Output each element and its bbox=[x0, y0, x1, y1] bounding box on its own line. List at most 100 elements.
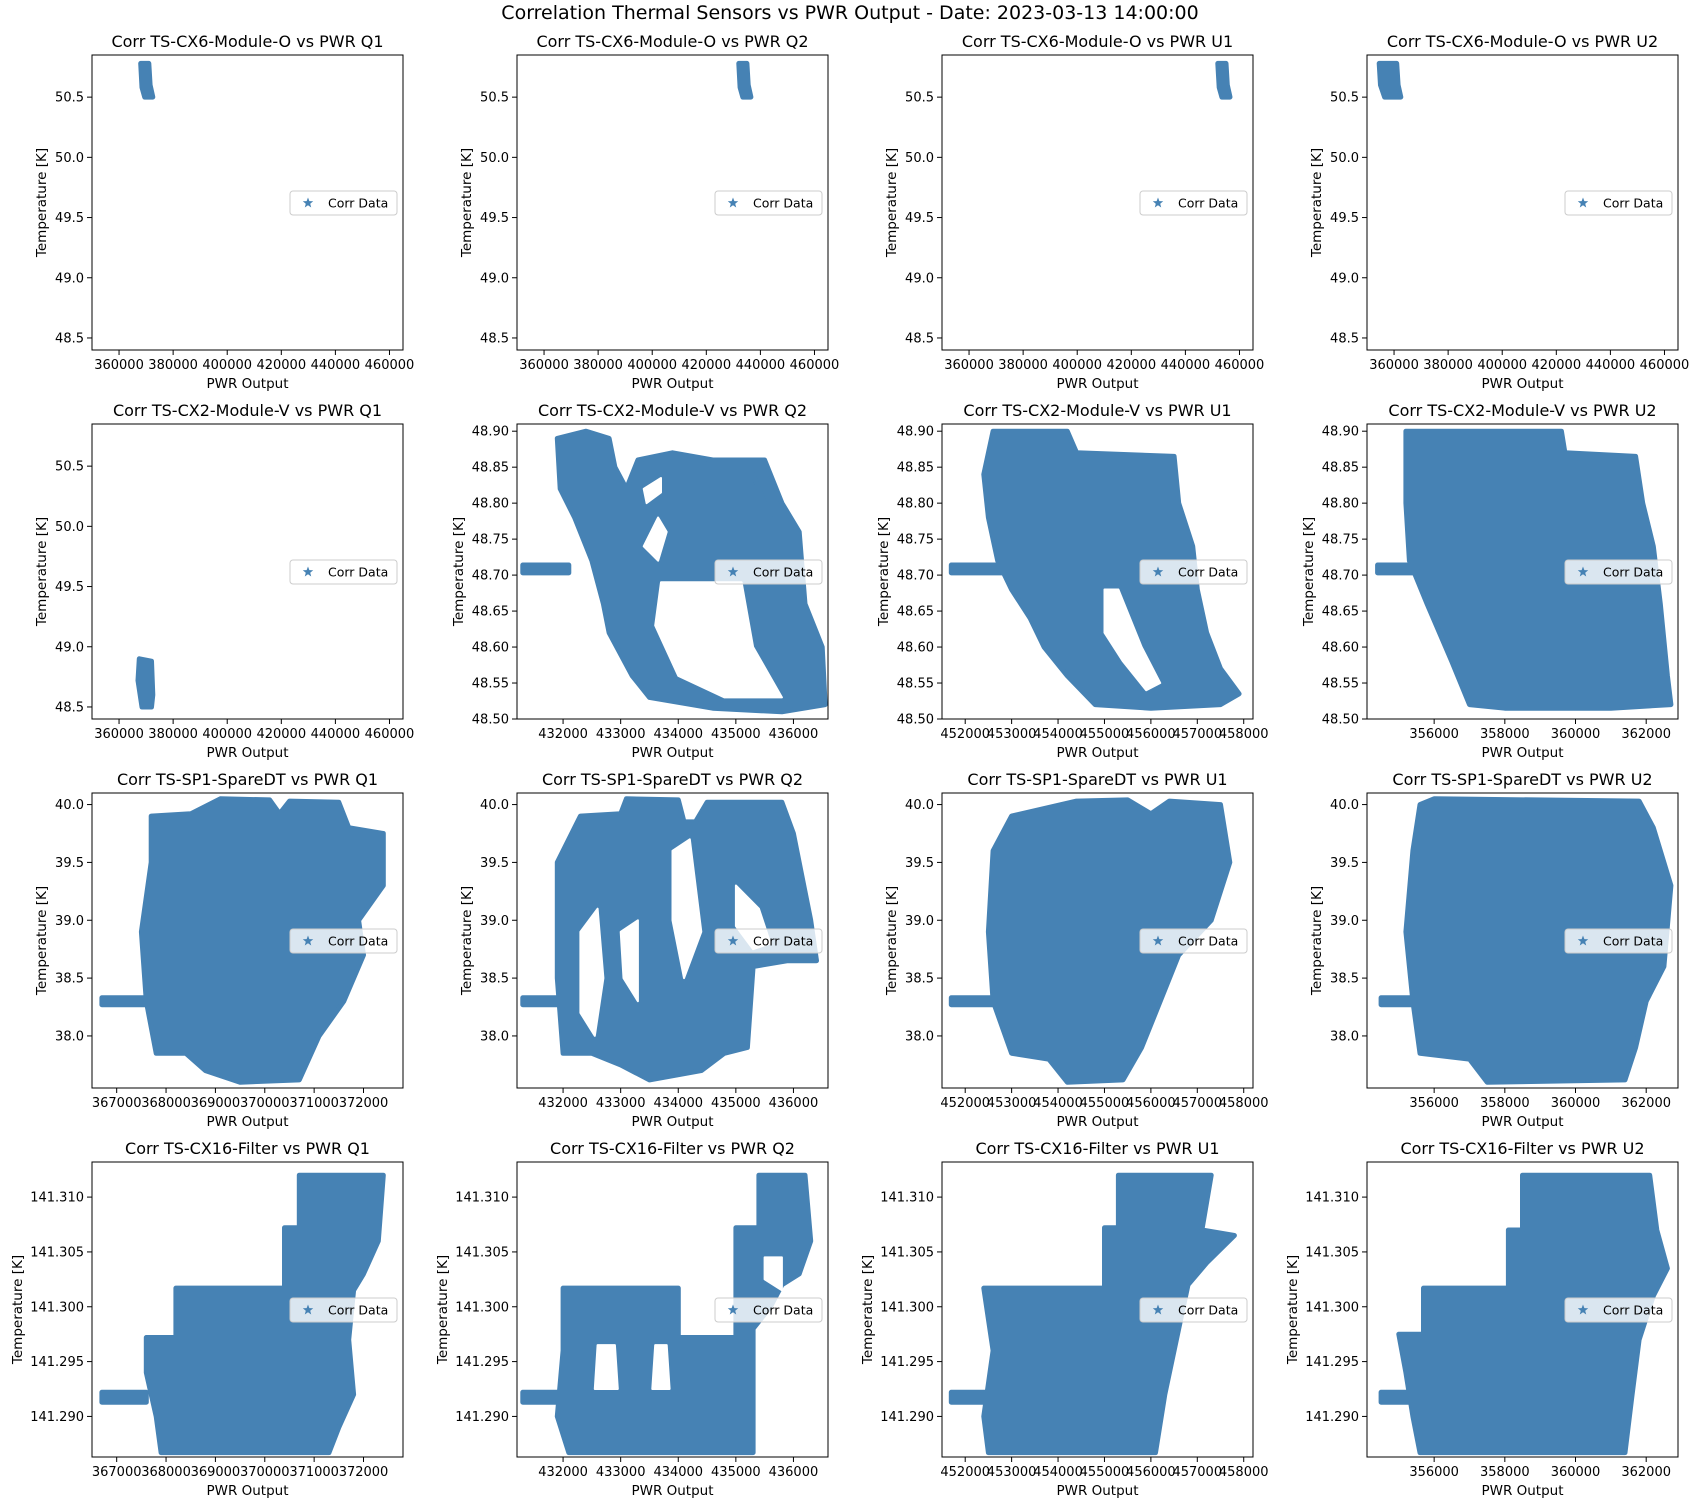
scatter-gap-3 bbox=[671, 838, 703, 980]
x-tick-label: 372000 bbox=[339, 1096, 389, 1111]
y-tick-label: 141.300 bbox=[30, 1300, 84, 1315]
y-axis-label: Temperature [K] bbox=[34, 886, 50, 996]
subplot-title: Corr TS-SP1-SpareDT vs PWR Q1 bbox=[117, 770, 378, 789]
subplot-2: 360000 380000 400000 420000 440000 460000 48.5… bbox=[459, 32, 839, 392]
scatter-series bbox=[1376, 60, 1404, 100]
y-tick-label: 50.5 bbox=[1330, 91, 1359, 106]
scatter-point-cloud-1 bbox=[99, 995, 149, 1008]
y-tick-label: 49.0 bbox=[55, 271, 84, 286]
axes-frame bbox=[516, 423, 829, 720]
y-tick-label: 38.0 bbox=[905, 1029, 934, 1044]
y-tick-label: 48.80 bbox=[897, 497, 934, 512]
y-axis-label: Temperature [K] bbox=[884, 148, 900, 258]
x-tick-label: 460000 bbox=[790, 358, 840, 373]
legend-label: Corr Data bbox=[1178, 1303, 1238, 1318]
x-tick-label: 436000 bbox=[769, 1465, 819, 1480]
x-tick-label: 356000 bbox=[1409, 1465, 1459, 1480]
scatter-gap-2 bbox=[651, 1344, 671, 1390]
x-axis-label: PWR Output bbox=[631, 745, 713, 761]
y-tick-label: 38.0 bbox=[480, 1029, 509, 1044]
y-tick-label: 141.295 bbox=[1305, 1355, 1359, 1370]
x-axis-label: PWR Output bbox=[1056, 376, 1138, 392]
subplot-title: Corr TS-CX2-Module-V vs PWR U1 bbox=[963, 401, 1231, 420]
legend: Corr Data bbox=[1139, 1297, 1248, 1323]
x-tick-label: 371000 bbox=[289, 1096, 339, 1111]
x-tick-label: 435000 bbox=[711, 1465, 761, 1480]
scatter-series bbox=[1215, 60, 1233, 100]
x-tick-label: 400000 bbox=[202, 358, 252, 373]
x-tick-label: 380000 bbox=[148, 358, 198, 373]
y-tick-label: 39.0 bbox=[480, 914, 509, 929]
legend-label: Corr Data bbox=[1603, 196, 1663, 211]
scatter-point-cloud-1 bbox=[736, 60, 754, 100]
y-tick-label: 48.90 bbox=[897, 425, 934, 440]
x-tick-label: 454000 bbox=[1033, 1465, 1083, 1480]
x-tick-label: 457000 bbox=[1172, 1096, 1222, 1111]
x-tick-label: 455000 bbox=[1080, 1465, 1130, 1480]
x-tick-label: 454000 bbox=[1033, 727, 1083, 742]
axes-frame bbox=[516, 792, 829, 1089]
scatter-series bbox=[948, 428, 1242, 711]
scatter-series bbox=[736, 60, 754, 100]
scatter-series bbox=[520, 796, 819, 1083]
scatter-series bbox=[520, 1172, 814, 1456]
scatter-point-cloud-2 bbox=[981, 1172, 1237, 1456]
scatter-series bbox=[99, 796, 386, 1085]
legend-box bbox=[1139, 928, 1248, 954]
scatter-point-cloud-2 bbox=[138, 796, 386, 1085]
y-tick-label: 48.55 bbox=[472, 677, 509, 692]
scatter-point-cloud-1 bbox=[948, 562, 1005, 576]
x-tick-label: 440000 bbox=[311, 358, 361, 373]
y-tick-label: 141.305 bbox=[30, 1245, 84, 1260]
x-tick-label: 440000 bbox=[1586, 358, 1636, 373]
y-tick-label: 39.5 bbox=[905, 856, 934, 871]
x-tick-label: 400000 bbox=[1477, 358, 1527, 373]
x-tick-label: 456000 bbox=[1126, 1096, 1176, 1111]
legend-star-marker bbox=[727, 1304, 739, 1315]
legend-label: Corr Data bbox=[753, 1303, 813, 1318]
y-tick-label: 141.300 bbox=[455, 1300, 509, 1315]
y-tick-label: 49.0 bbox=[55, 640, 84, 655]
y-tick-label: 50.5 bbox=[480, 91, 509, 106]
y-tick-label: 141.300 bbox=[880, 1300, 934, 1315]
y-tick-label: 38.5 bbox=[1330, 972, 1359, 987]
x-tick-label: 380000 bbox=[1423, 358, 1473, 373]
axes-frame bbox=[941, 423, 1254, 720]
subplot-title: Corr TS-CX16-Filter vs PWR U2 bbox=[1400, 1139, 1644, 1158]
y-tick-label: 38.0 bbox=[1330, 1029, 1359, 1044]
legend-label: Corr Data bbox=[753, 565, 813, 580]
legend: Corr Data bbox=[1564, 559, 1673, 585]
y-tick-label: 49.5 bbox=[480, 211, 509, 226]
y-tick-label: 40.0 bbox=[905, 798, 934, 813]
axes-frame bbox=[941, 1161, 1254, 1458]
y-axis-label: Temperature [K] bbox=[34, 517, 50, 627]
scatter-point-cloud-1 bbox=[138, 60, 156, 100]
y-tick-label: 40.0 bbox=[55, 798, 84, 813]
axes-frame bbox=[91, 1161, 404, 1458]
y-tick-label: 48.55 bbox=[897, 677, 934, 692]
x-tick-label: 420000 bbox=[1106, 358, 1156, 373]
y-tick-label: 49.0 bbox=[480, 271, 509, 286]
legend-label: Corr Data bbox=[1603, 934, 1663, 949]
subplot-14: 432000 433000 434000 435000 436000 141.290 141… bbox=[435, 1139, 829, 1499]
y-tick-label: 49.0 bbox=[905, 271, 934, 286]
x-tick-label: 433000 bbox=[596, 727, 646, 742]
x-tick-label: 460000 bbox=[1640, 358, 1690, 373]
y-tick-label: 48.90 bbox=[472, 425, 509, 440]
legend-star-marker bbox=[302, 1304, 314, 1315]
x-tick-label: 432000 bbox=[538, 727, 588, 742]
y-tick-label: 48.65 bbox=[1322, 605, 1359, 620]
y-axis-label: Temperature [K] bbox=[459, 886, 475, 996]
scatter-point-cloud-2 bbox=[981, 428, 1242, 711]
y-tick-label: 39.5 bbox=[55, 856, 84, 871]
subplot-title: Corr TS-SP1-SpareDT vs PWR Q2 bbox=[542, 770, 803, 789]
x-tick-label: 453000 bbox=[987, 727, 1037, 742]
x-tick-label: 460000 bbox=[365, 727, 415, 742]
legend-box bbox=[1139, 559, 1248, 585]
x-tick-label: 440000 bbox=[311, 727, 361, 742]
legend-star-marker bbox=[1577, 1304, 1589, 1315]
y-tick-label: 48.85 bbox=[1322, 461, 1359, 476]
y-axis-label: Temperature [K] bbox=[1309, 886, 1325, 996]
x-tick-label: 460000 bbox=[1215, 358, 1265, 373]
y-tick-label: 48.75 bbox=[1322, 533, 1359, 548]
